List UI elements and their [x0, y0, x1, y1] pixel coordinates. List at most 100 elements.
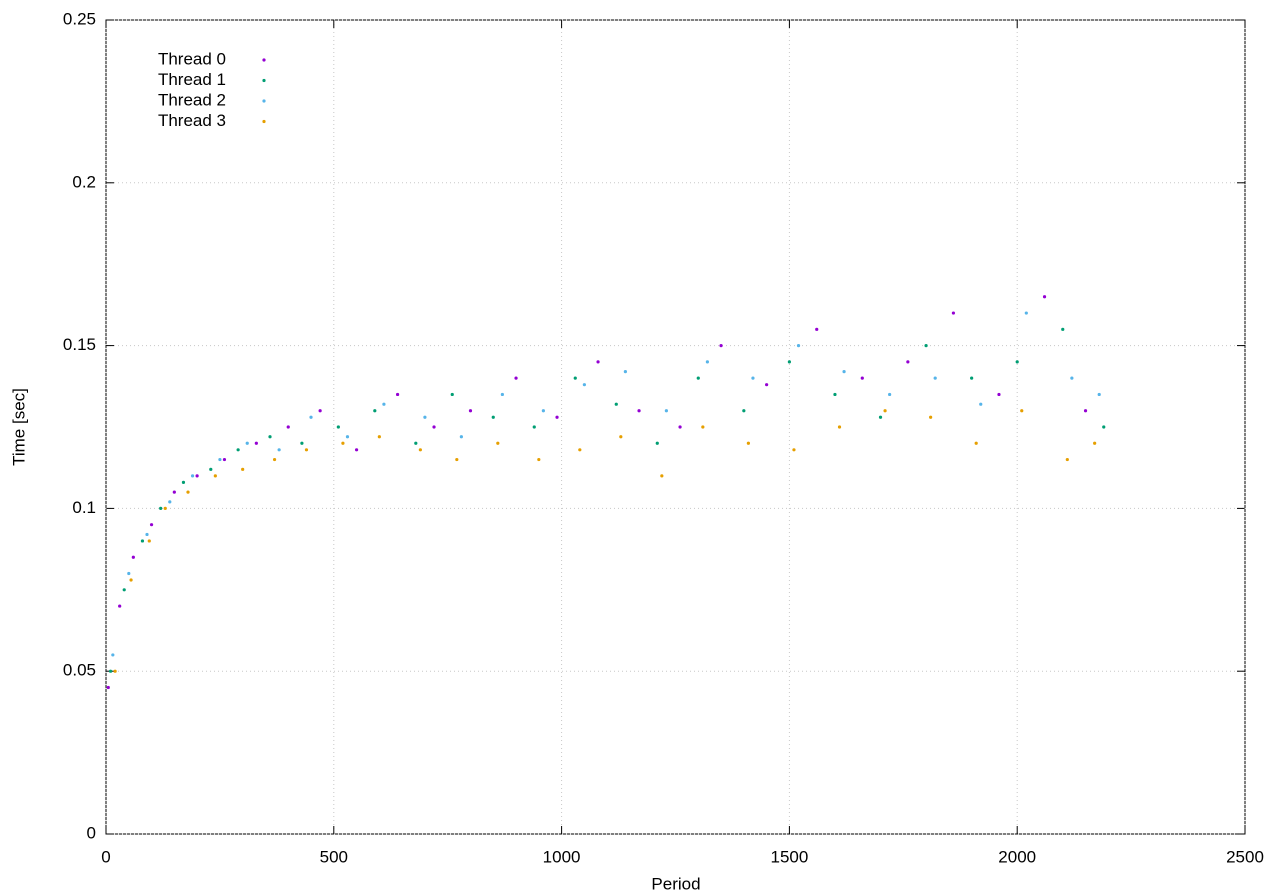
point [888, 392, 892, 397]
point [765, 383, 769, 387]
point [186, 490, 190, 494]
point [108, 669, 113, 673]
point [678, 425, 682, 429]
point [127, 571, 131, 576]
point [1020, 409, 1024, 413]
point [172, 490, 176, 494]
point [168, 500, 172, 504]
y-tick-label: 0.15 [63, 335, 96, 354]
point [106, 685, 110, 690]
point [532, 425, 536, 429]
point [341, 441, 345, 445]
point [111, 653, 115, 657]
point [245, 441, 249, 445]
point [300, 441, 304, 445]
point [970, 376, 974, 380]
y-tick-label: 0.1 [72, 498, 96, 517]
point [209, 467, 213, 471]
point [614, 402, 618, 406]
x-tick-label: 2500 [1226, 847, 1264, 866]
point [1102, 425, 1106, 429]
point [1015, 360, 1019, 364]
point [377, 435, 381, 439]
point [500, 392, 504, 397]
point [468, 409, 473, 413]
point [979, 402, 983, 406]
point [336, 425, 340, 429]
point [696, 376, 700, 380]
point [414, 441, 418, 445]
point [118, 604, 122, 608]
point [218, 457, 222, 462]
point [491, 415, 495, 419]
y-tick-label: 0.25 [63, 9, 96, 28]
point [131, 555, 135, 559]
point [1024, 311, 1028, 315]
point [514, 376, 518, 380]
point [268, 435, 272, 439]
point [746, 441, 750, 445]
point [113, 669, 117, 673]
point [537, 457, 541, 462]
point [222, 457, 227, 462]
x-tick-label: 1000 [543, 847, 581, 866]
point [997, 392, 1001, 397]
point [418, 448, 422, 452]
point [974, 441, 978, 445]
x-tick-label: 1500 [770, 847, 808, 866]
legend-marker [262, 119, 266, 124]
legend-label: Thread 3 [158, 111, 226, 130]
x-tick-label: 500 [320, 847, 348, 866]
point [277, 448, 281, 452]
legend-marker [262, 78, 266, 83]
point [792, 448, 796, 452]
point [929, 415, 933, 419]
point [1083, 409, 1088, 413]
point [163, 506, 167, 510]
point [833, 392, 837, 397]
point [1042, 295, 1047, 299]
point [924, 344, 928, 348]
point [837, 425, 842, 429]
point [423, 415, 427, 419]
point [1093, 441, 1097, 445]
point [582, 383, 586, 387]
point [129, 578, 133, 582]
point [1097, 392, 1101, 397]
point [578, 448, 582, 452]
point [254, 441, 258, 445]
point [878, 415, 883, 419]
y-tick-label: 0.05 [63, 661, 96, 680]
point [140, 539, 145, 543]
point [195, 474, 199, 478]
point [432, 425, 436, 429]
point [147, 539, 151, 543]
legend-label: Thread 0 [158, 49, 226, 68]
point [705, 360, 709, 364]
point [1061, 327, 1065, 331]
point [149, 523, 154, 527]
point [555, 415, 559, 419]
point [933, 376, 937, 380]
point [159, 506, 163, 510]
legend-label: Thread 1 [158, 70, 226, 89]
point [619, 435, 623, 439]
point [951, 311, 956, 315]
point [382, 402, 386, 406]
point [190, 474, 195, 478]
point [373, 409, 377, 413]
legend-label: Thread 2 [158, 90, 226, 109]
legend-marker [262, 99, 266, 103]
point [213, 474, 217, 478]
point [701, 425, 705, 429]
point [842, 370, 846, 374]
y-tick-label: 0 [87, 823, 96, 842]
point [309, 415, 313, 419]
point [304, 448, 309, 452]
x-tick-label: 0 [101, 847, 110, 866]
point [796, 344, 801, 348]
point [1065, 457, 1069, 462]
point [181, 480, 186, 484]
point [655, 441, 659, 445]
